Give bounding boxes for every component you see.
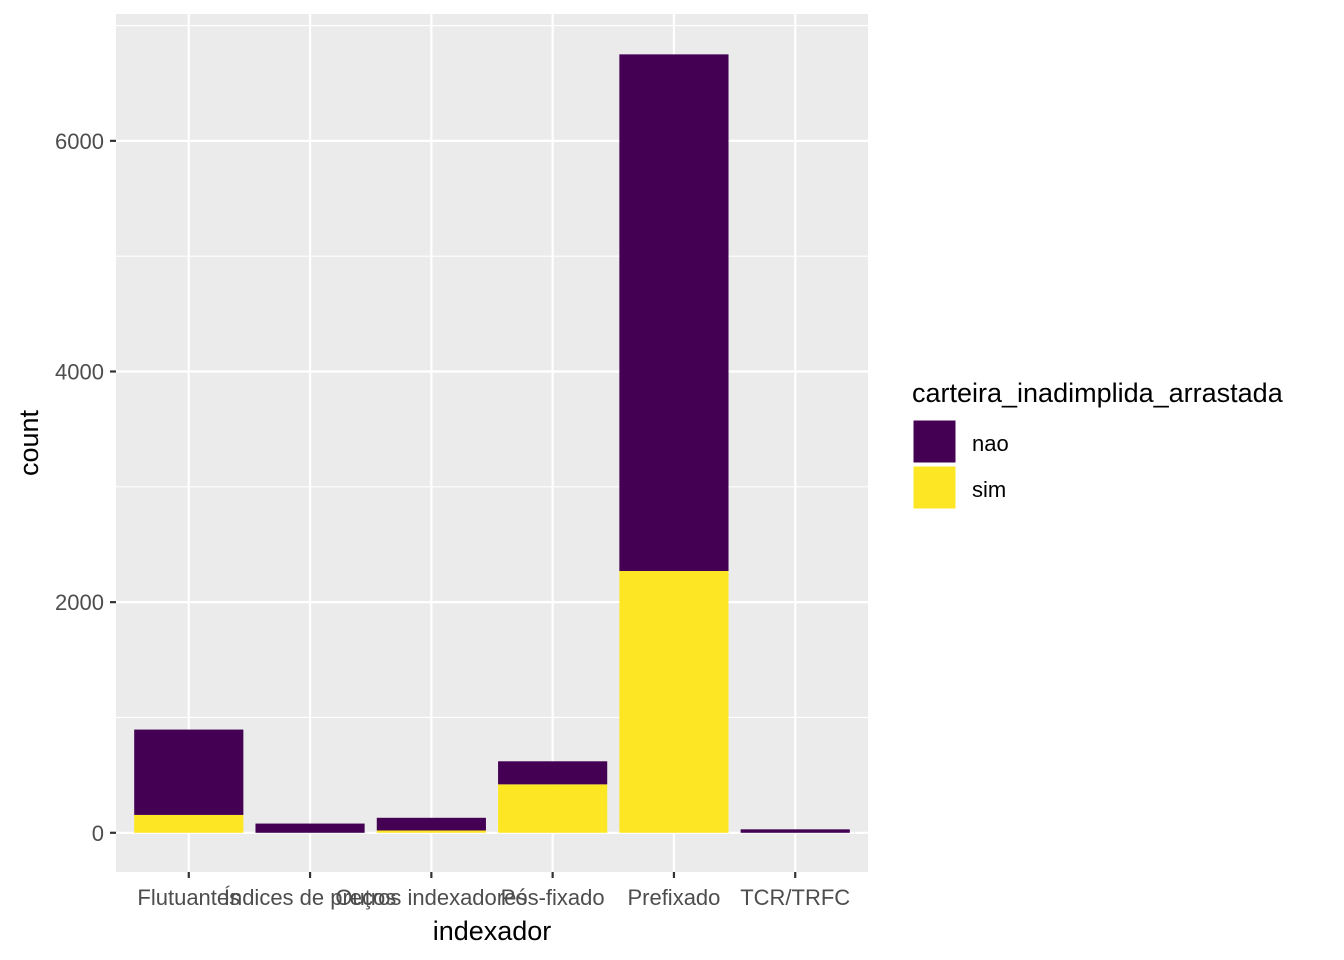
bar-sim <box>376 830 486 833</box>
major-gridlines <box>116 14 868 872</box>
bar-nao <box>134 729 244 815</box>
bar-sim <box>498 784 608 833</box>
bar-sim <box>134 814 244 833</box>
legend-title: carteira_inadimplida_arrastada <box>912 378 1284 408</box>
legend: carteira_inadimplida_arrastada nao sim <box>912 378 1284 510</box>
bar-nao <box>255 823 365 833</box>
bar-nao <box>740 829 850 833</box>
x-tick-label: TCR/TRFC <box>740 885 850 910</box>
x-tick-label: Índices de preços <box>224 885 396 910</box>
bars <box>134 54 850 833</box>
x-tick-label: Flutuantes <box>137 885 240 910</box>
legend-key-sim <box>912 465 957 510</box>
x-tick-label: Prefixado <box>627 885 720 910</box>
y-tick-label: 6000 <box>55 129 104 154</box>
x-tick-label: Outros indexadores <box>335 885 527 910</box>
x-axis-title: indexador <box>433 916 552 946</box>
y-tick-label: 0 <box>92 821 104 846</box>
legend-key-nao <box>912 419 957 464</box>
y-tick-label: 4000 <box>55 360 104 385</box>
bar-nao <box>498 761 608 785</box>
bar-nao <box>376 817 486 831</box>
legend-label-sim: sim <box>972 477 1006 502</box>
x-tick-label: Pós-fixado <box>501 885 605 910</box>
bar-nao <box>619 54 729 572</box>
legend-label-nao: nao <box>972 431 1009 456</box>
y-tick-label: 2000 <box>55 590 104 615</box>
y-axis-title: count <box>14 409 44 476</box>
minor-gridlines <box>116 24 868 719</box>
plot-panel <box>116 14 868 872</box>
bar-sim <box>619 571 729 833</box>
y-axis: 0 2000 4000 6000 <box>55 129 116 846</box>
